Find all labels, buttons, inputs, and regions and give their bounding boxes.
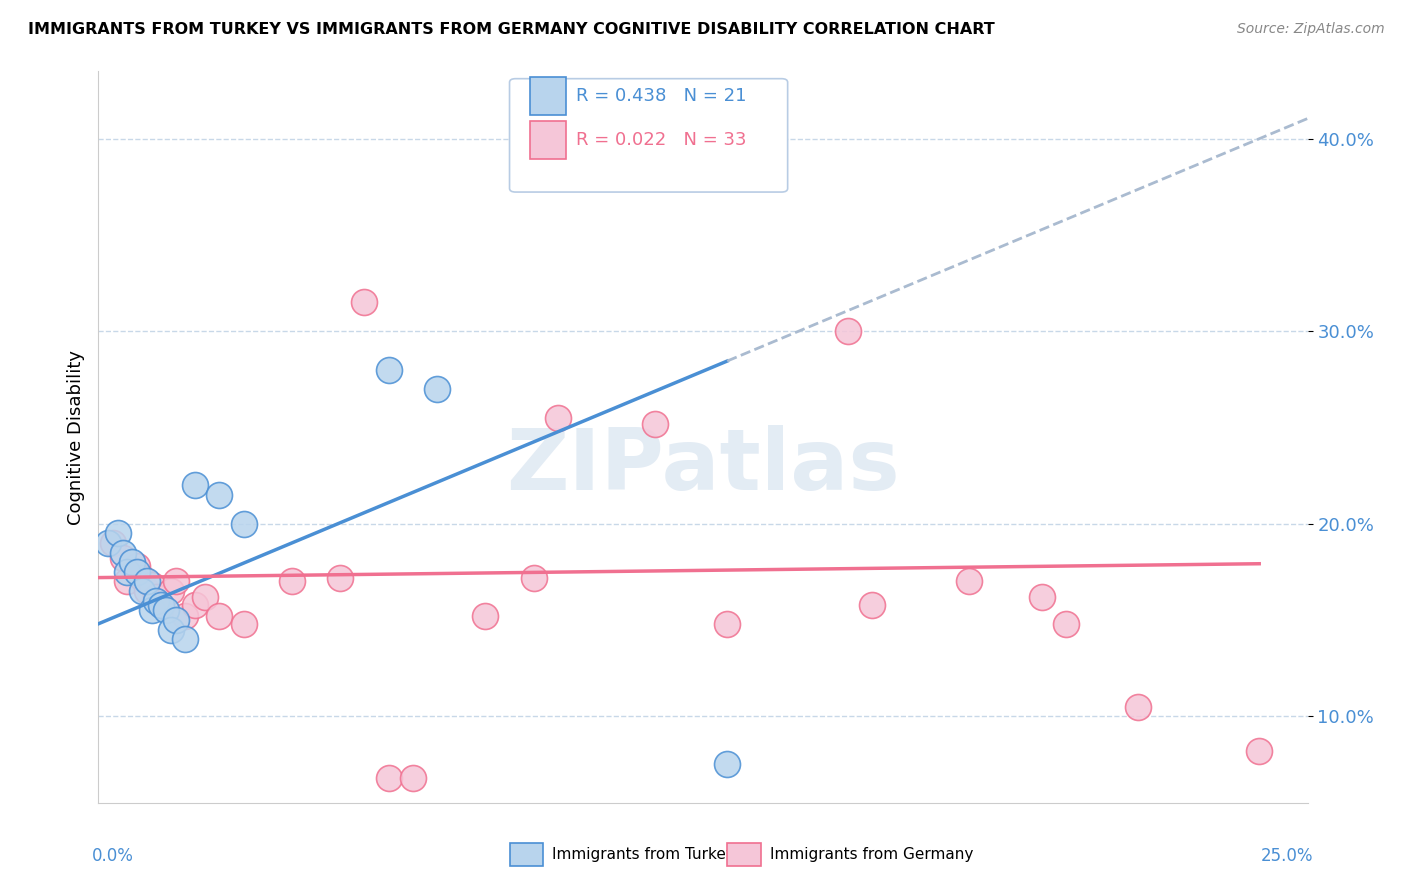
Point — [97, 536, 120, 550]
Point — [353, 295, 375, 310]
Point — [232, 516, 254, 531]
Point — [377, 362, 399, 376]
Y-axis label: Cognitive Disability: Cognitive Disability — [66, 350, 84, 524]
Point — [165, 574, 187, 589]
Point — [107, 526, 129, 541]
Text: R = 0.022   N = 33: R = 0.022 N = 33 — [576, 131, 747, 149]
Point — [141, 578, 163, 592]
Point — [1054, 616, 1077, 631]
Point — [150, 598, 173, 612]
FancyBboxPatch shape — [530, 78, 567, 115]
Point — [155, 603, 177, 617]
Point — [150, 598, 173, 612]
Point — [837, 324, 859, 338]
FancyBboxPatch shape — [530, 121, 567, 159]
Point — [160, 623, 183, 637]
Point — [208, 609, 231, 624]
Point — [957, 574, 980, 589]
Point — [145, 593, 167, 607]
FancyBboxPatch shape — [727, 843, 761, 866]
Point — [127, 565, 149, 579]
Text: ZIPatlas: ZIPatlas — [506, 425, 900, 508]
Point — [121, 555, 143, 569]
Point — [194, 590, 217, 604]
Point — [426, 382, 449, 396]
Point — [111, 545, 134, 559]
Point — [131, 584, 153, 599]
Point — [131, 571, 153, 585]
Point — [281, 574, 304, 589]
Point — [184, 478, 207, 492]
Point — [716, 757, 738, 772]
Point — [860, 598, 883, 612]
Point — [184, 598, 207, 612]
Point — [1128, 699, 1150, 714]
Text: 25.0%: 25.0% — [1261, 847, 1313, 864]
Point — [111, 551, 134, 566]
Point — [329, 571, 352, 585]
Point — [208, 488, 231, 502]
Point — [523, 571, 546, 585]
Text: Source: ZipAtlas.com: Source: ZipAtlas.com — [1237, 22, 1385, 37]
Text: IMMIGRANTS FROM TURKEY VS IMMIGRANTS FROM GERMANY COGNITIVE DISABILITY CORRELATI: IMMIGRANTS FROM TURKEY VS IMMIGRANTS FRO… — [28, 22, 995, 37]
Point — [127, 559, 149, 574]
Point — [135, 584, 157, 599]
Point — [377, 771, 399, 785]
Point — [135, 574, 157, 589]
Point — [174, 632, 197, 647]
Point — [1031, 590, 1053, 604]
Point — [402, 771, 425, 785]
Point — [117, 565, 139, 579]
Point — [716, 616, 738, 631]
Text: R = 0.438   N = 21: R = 0.438 N = 21 — [576, 87, 747, 105]
Point — [232, 616, 254, 631]
Point — [165, 613, 187, 627]
Point — [547, 410, 569, 425]
Point — [644, 417, 666, 431]
Point — [101, 536, 124, 550]
Point — [117, 574, 139, 589]
Text: 0.0%: 0.0% — [93, 847, 134, 864]
Point — [174, 609, 197, 624]
Point — [474, 609, 496, 624]
FancyBboxPatch shape — [509, 78, 787, 192]
Text: Immigrants from Turkey: Immigrants from Turkey — [551, 847, 735, 863]
Text: Immigrants from Germany: Immigrants from Germany — [769, 847, 973, 863]
Point — [145, 590, 167, 604]
Point — [1249, 744, 1271, 758]
Point — [141, 603, 163, 617]
FancyBboxPatch shape — [509, 843, 543, 866]
Point — [160, 584, 183, 599]
